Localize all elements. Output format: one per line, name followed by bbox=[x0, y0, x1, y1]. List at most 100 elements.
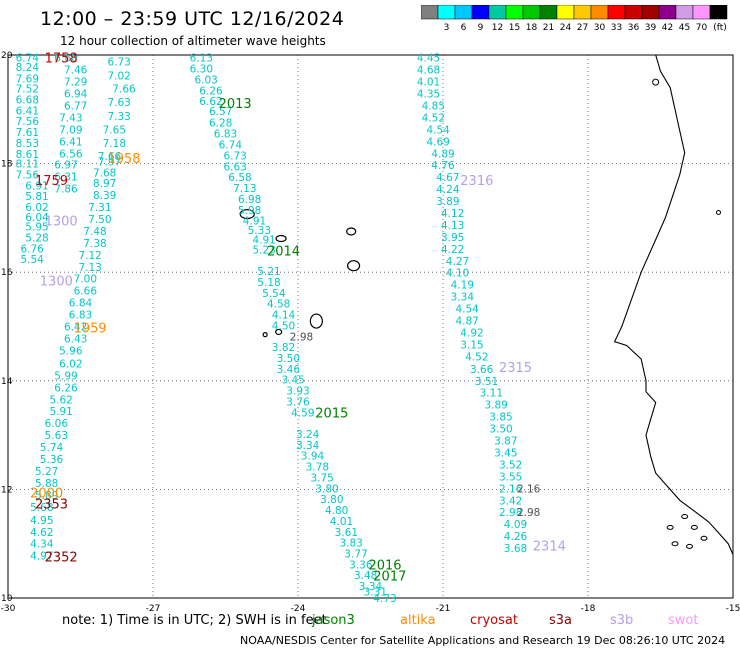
wave-height-value: 7.12 bbox=[78, 250, 101, 262]
wave-height-value: 3.52 bbox=[499, 459, 522, 471]
pass-time-label: 2013 bbox=[219, 97, 252, 112]
wave-height-value: 5.54 bbox=[20, 254, 44, 266]
wave-height-value: 3.36 bbox=[349, 559, 373, 571]
wave-height-value: 3.45 bbox=[281, 375, 304, 387]
color-scale-label: 30 bbox=[594, 23, 606, 33]
wave-height-value: 5.28 bbox=[25, 232, 48, 244]
wave-height-value: 7.65 bbox=[103, 124, 126, 136]
wave-height-value: 6.74 bbox=[219, 140, 243, 152]
wave-height-value: 5.88 bbox=[35, 478, 58, 490]
wave-height-value: 3.94 bbox=[301, 451, 325, 463]
wave-height-value: 4.69 bbox=[426, 136, 449, 148]
wave-height-value: 5.23 bbox=[252, 244, 275, 256]
island-outline bbox=[690, 524, 698, 530]
wave-height-value: 8.97 bbox=[93, 178, 116, 190]
wave-height-value: 7.56 bbox=[16, 116, 40, 128]
island-outline bbox=[686, 543, 693, 549]
wave-height-value: 7.61 bbox=[16, 127, 39, 139]
satellite-swot: swot bbox=[668, 613, 699, 628]
color-scale-legend: 3 6 9 12 15 18 21 24 27 30 33 36 39 42 45 70 (ft) bbox=[421, 5, 728, 33]
color-scale-label: 9 bbox=[478, 23, 484, 33]
wave-height-value: 3.46 bbox=[277, 364, 301, 376]
wave-height-value: 7.52 bbox=[16, 84, 39, 96]
color-scale-label: 18 bbox=[526, 23, 538, 33]
map-title: 12:00 – 23:59 UTC 12/16/2024 bbox=[40, 8, 345, 30]
color-scale-label: 6 bbox=[461, 23, 467, 33]
wave-height-value: 4.50 bbox=[272, 320, 295, 332]
wave-height-value: 6.62 bbox=[199, 96, 222, 108]
wave-height-value: 3.50 bbox=[277, 353, 300, 365]
color-scale-label: 36 bbox=[628, 23, 640, 33]
island-outline bbox=[671, 541, 679, 547]
wave-height-value: 4.10 bbox=[446, 268, 469, 280]
color-swatch bbox=[709, 5, 728, 20]
x-tick-label: -30 bbox=[1, 604, 16, 614]
island-outline bbox=[239, 208, 255, 220]
wave-height-value: 5.74 bbox=[40, 442, 64, 454]
island-outline bbox=[262, 332, 268, 338]
wave-height-value: 3.50 bbox=[489, 424, 512, 436]
wave-height-value: 5.99 bbox=[54, 370, 77, 382]
wave-height-value: 3.76 bbox=[286, 396, 310, 408]
wave-height-value: 4.85 bbox=[422, 100, 445, 112]
wave-height-value: 7.13 bbox=[78, 262, 101, 274]
wave-height-value: 6.42 bbox=[64, 322, 87, 334]
wave-height-value: 3.93 bbox=[286, 386, 309, 398]
wave-height-value: 7.56 bbox=[16, 169, 40, 181]
wave-height-value: 6.68 bbox=[16, 95, 39, 107]
wave-height-value: 6.73 bbox=[223, 150, 246, 162]
wave-height-value: 7.02 bbox=[107, 71, 130, 83]
wave-height-value: 7.00 bbox=[74, 274, 97, 286]
wave-height-value: 8.11 bbox=[16, 159, 39, 171]
x-tick-label: -24 bbox=[291, 604, 306, 614]
wave-height-value: 6.60 bbox=[54, 53, 77, 65]
wave-height-value: 4.13 bbox=[441, 220, 464, 232]
wave-height-value: 6.31 bbox=[54, 172, 77, 184]
wave-height-value: 7.43 bbox=[59, 112, 82, 124]
wave-height-value: 6.83 bbox=[214, 129, 237, 141]
wave-height-value: 5.36 bbox=[40, 454, 64, 466]
wave-height-value: 5.89 bbox=[35, 490, 58, 502]
wave-height-value: 6.97 bbox=[54, 160, 77, 172]
pass-time-label: 2000 bbox=[30, 487, 63, 502]
island-outline bbox=[666, 524, 674, 530]
wave-height-value: 5.63 bbox=[45, 430, 68, 442]
wave-height-value: 8.61 bbox=[16, 149, 39, 161]
wave-height-value: 7.69 bbox=[16, 73, 39, 85]
wave-height-value: 4.24 bbox=[436, 184, 460, 196]
wave-height-value: 6.63 bbox=[223, 161, 246, 173]
color-scale-label: 39 bbox=[645, 23, 657, 33]
y-tick-label: 10 bbox=[1, 594, 13, 604]
wave-height-value: 6.30 bbox=[190, 64, 213, 76]
x-tick-label: -27 bbox=[146, 604, 161, 614]
wave-height-value: 6.91 bbox=[25, 180, 48, 192]
wave-height-value: 7.09 bbox=[59, 124, 82, 136]
wave-height-value: 4.45 bbox=[417, 53, 440, 65]
color-scale-label: 21 bbox=[543, 23, 554, 33]
wave-height-value: 5.62 bbox=[49, 394, 72, 406]
wave-height-value: 5.27 bbox=[35, 466, 58, 478]
wave-height-value: 4.26 bbox=[504, 531, 528, 543]
pass-time-label: 1959 bbox=[74, 322, 107, 337]
wave-height-value: 3.83 bbox=[339, 538, 362, 550]
wave-height-value: 4.97 bbox=[30, 551, 53, 563]
island-outline bbox=[309, 313, 323, 329]
pass-time-label: 2314 bbox=[533, 539, 566, 554]
wave-height-value: 8.39 bbox=[93, 190, 116, 202]
color-scale-label: 33 bbox=[611, 23, 622, 33]
wave-height-value: 6.57 bbox=[209, 106, 232, 118]
color-scale-label: 3 bbox=[444, 23, 450, 33]
wave-height-value: 5.21 bbox=[257, 266, 280, 278]
pass-time-label: 1958 bbox=[107, 152, 140, 167]
wave-height-value: 2.16 bbox=[517, 483, 541, 495]
pass-time-label: 2017 bbox=[373, 570, 406, 585]
wave-height-value: 4.76 bbox=[431, 160, 455, 172]
wave-height-value: 3.77 bbox=[344, 548, 367, 560]
wave-height-value: 6.26 bbox=[199, 85, 223, 97]
wave-height-value: 6.13 bbox=[190, 53, 213, 65]
wave-height-value: 4.91 bbox=[243, 216, 266, 228]
color-scale-label: 15 bbox=[509, 23, 520, 33]
wave-height-value: 6.06 bbox=[45, 418, 69, 430]
island-outline bbox=[275, 234, 287, 243]
wave-height-value: 6.43 bbox=[64, 333, 87, 345]
